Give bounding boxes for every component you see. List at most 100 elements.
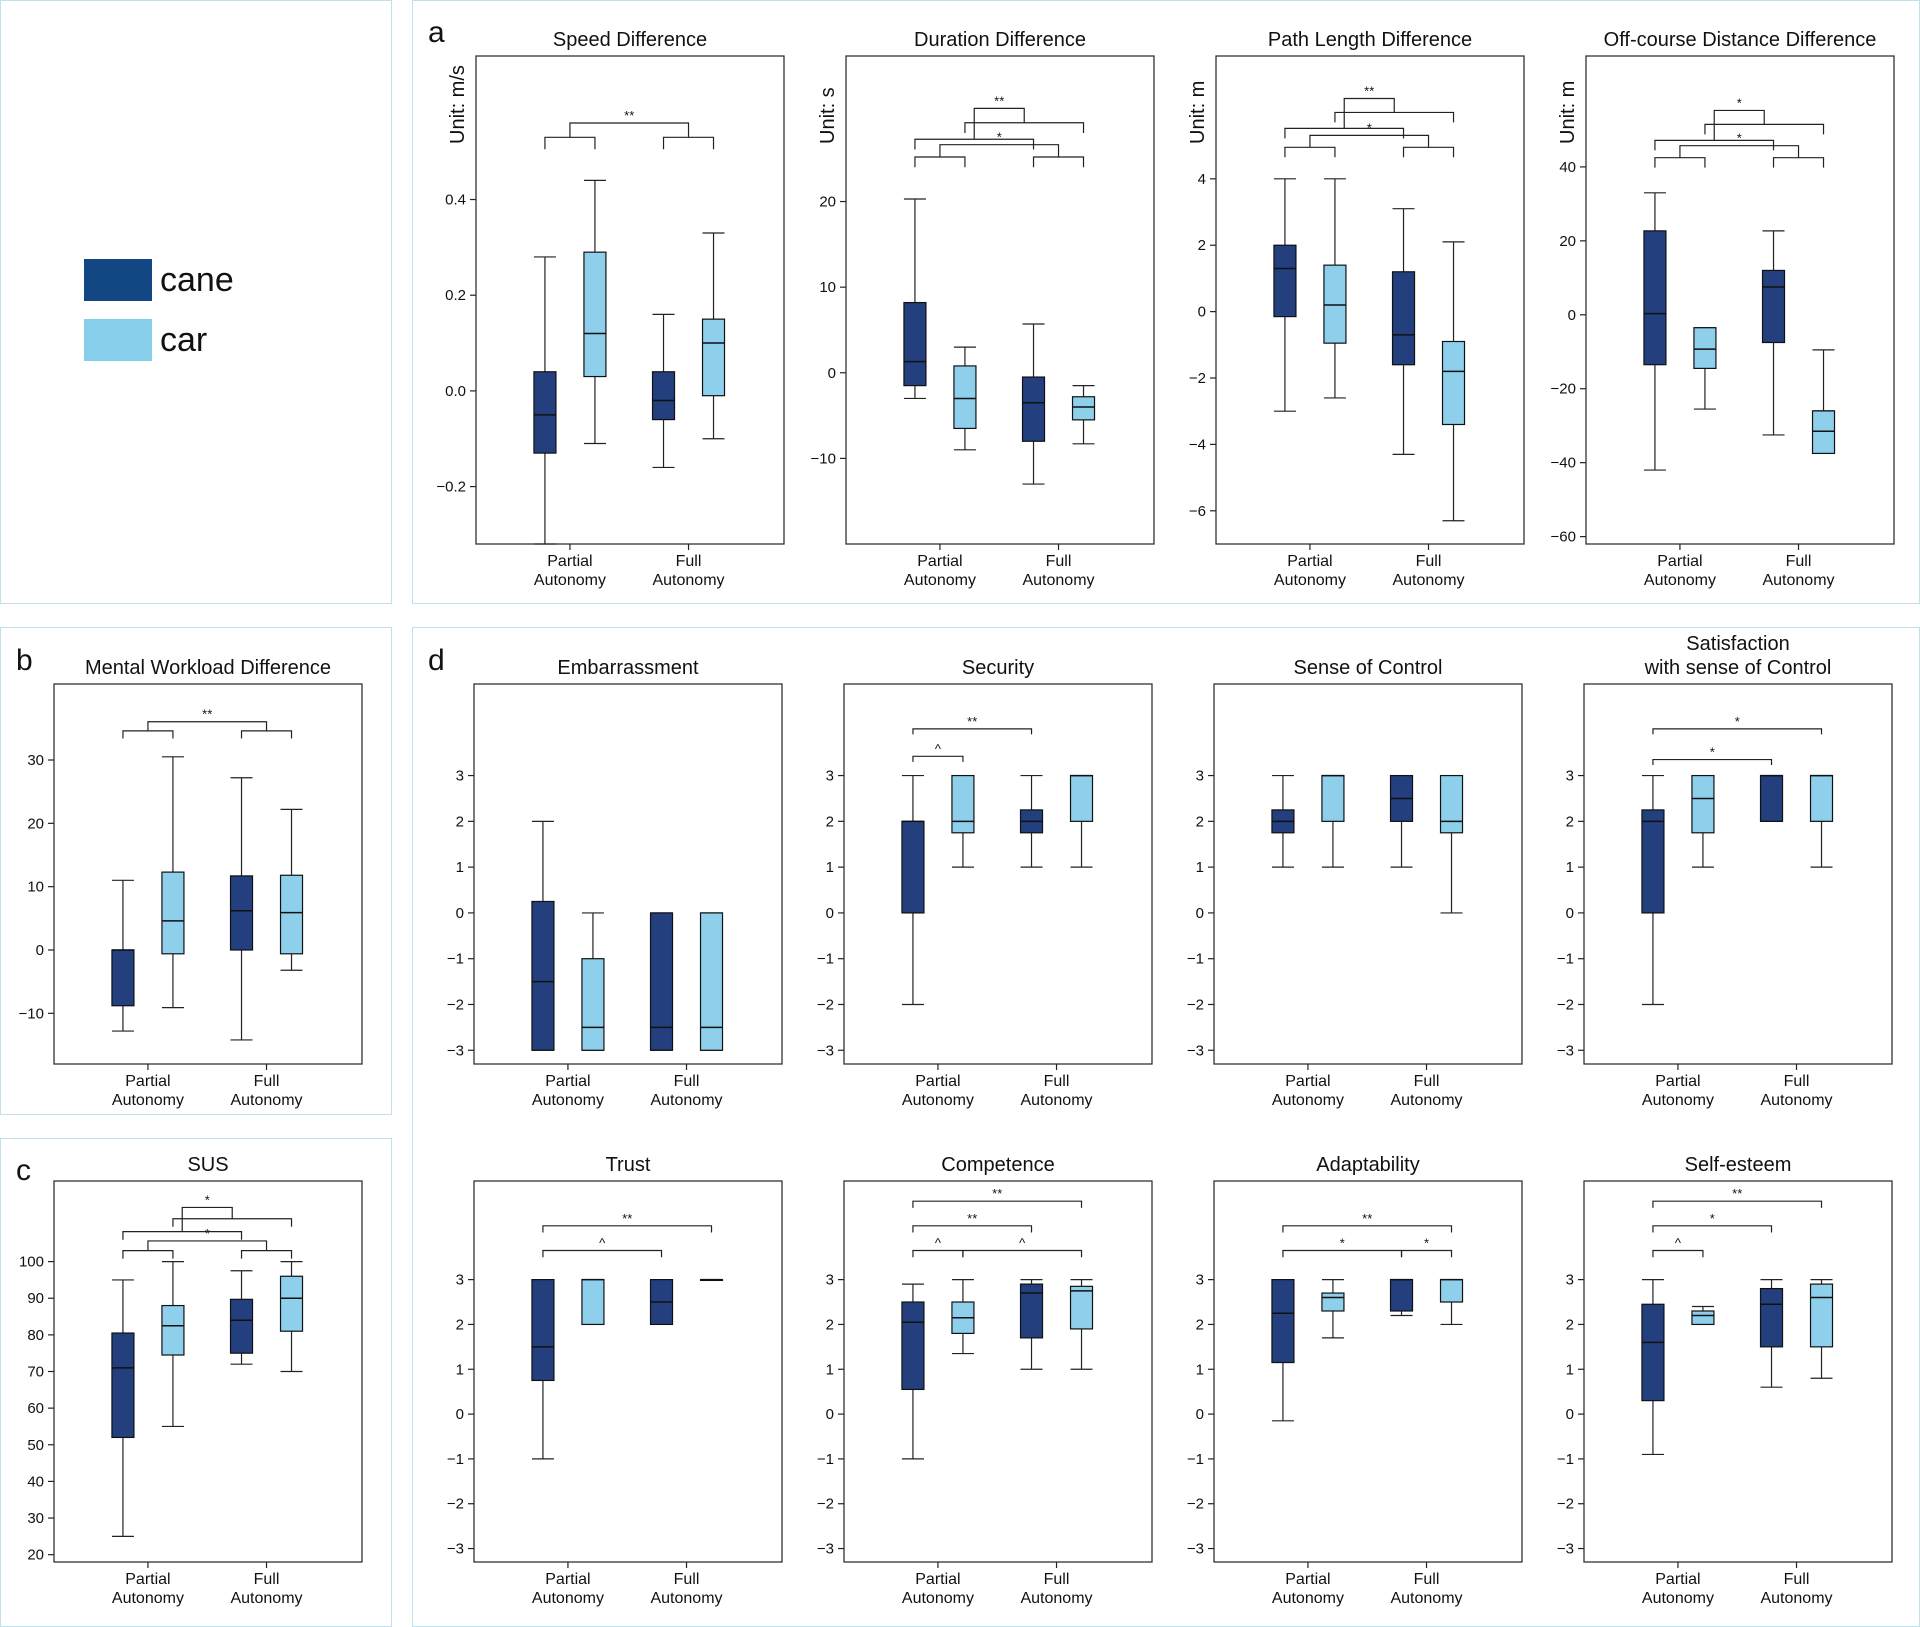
y-tick-label: 20 xyxy=(27,1547,44,1564)
y-tick-label: 4 xyxy=(1198,171,1206,188)
box-iqr xyxy=(1069,1285,1094,1330)
box-cane-partial xyxy=(901,774,925,1006)
box-iqr xyxy=(111,1332,135,1439)
box-car-full xyxy=(699,1278,724,1282)
y-tick-label: −2 xyxy=(817,996,834,1013)
box-iqr xyxy=(1071,396,1096,421)
x-tick-label: Autonomy xyxy=(1020,1092,1092,1109)
box-car-full xyxy=(1809,774,1834,868)
legend-swatch-car xyxy=(84,319,152,361)
y-tick-label: 20 xyxy=(27,815,44,832)
box-car-partial xyxy=(583,179,607,445)
significance-label: * xyxy=(205,1192,210,1207)
significance-bracket xyxy=(542,1249,663,1258)
chart-title: Embarrassment xyxy=(557,657,699,679)
box-iqr xyxy=(1439,774,1464,834)
box-iqr xyxy=(649,912,674,1051)
plot-frame xyxy=(475,55,785,545)
box-cane-full xyxy=(1761,230,1786,436)
group-bracket xyxy=(1654,157,1706,168)
y-tick-label: 20 xyxy=(819,194,836,211)
x-tick-label: Partial xyxy=(1657,553,1702,570)
box-iqr xyxy=(581,958,605,1051)
significance-bracket xyxy=(1652,1225,1773,1233)
box-car-full xyxy=(1069,774,1094,868)
significance-bracket xyxy=(1713,109,1765,141)
box-car-full xyxy=(699,912,724,1051)
plot-frame xyxy=(843,1180,1153,1563)
x-tick-label: Autonomy xyxy=(902,1092,974,1109)
group-bracket xyxy=(1654,139,1775,151)
box-car-partial xyxy=(1321,1279,1345,1339)
box-cane-partial xyxy=(1271,774,1295,868)
box-cane-full xyxy=(1759,774,1784,822)
y-tick-label: 3 xyxy=(1196,768,1204,785)
y-tick-label: 2 xyxy=(1196,813,1204,830)
x-tick-label: Autonomy xyxy=(532,1590,604,1607)
significance-label: ^ xyxy=(1019,1235,1026,1250)
significance-bracket xyxy=(1309,134,1430,148)
box-cane-partial xyxy=(531,1279,555,1460)
y-tick-label: −4 xyxy=(1189,436,1206,453)
x-tick-label: Full xyxy=(1784,1571,1810,1588)
y-tick-label: 0 xyxy=(1566,1406,1574,1423)
x-tick-label: Autonomy xyxy=(532,1092,604,1109)
box-cane-partial xyxy=(533,256,557,545)
box-car-partial xyxy=(1693,327,1717,410)
y-tick-label: 2 xyxy=(456,813,464,830)
box-cane-partial xyxy=(1271,1279,1295,1422)
y-tick-label: 10 xyxy=(819,279,836,296)
y-tick-label: −1 xyxy=(447,951,464,968)
box-cane-full xyxy=(1389,774,1414,868)
y-tick-label: −3 xyxy=(447,1042,464,1059)
y-tick-label: −1 xyxy=(817,951,834,968)
x-tick-label: Partial xyxy=(125,1571,170,1588)
box-iqr xyxy=(531,1279,555,1382)
chart-title: with sense of Control xyxy=(1644,657,1832,679)
box-iqr xyxy=(1021,376,1046,442)
box-iqr xyxy=(1273,244,1297,318)
y-tick-label: 40 xyxy=(27,1473,44,1490)
chart-path: Path Length Difference Unit: m −6 −4 −2 0 2 4 Pa… xyxy=(1187,29,1525,589)
plot-frame xyxy=(473,1180,783,1563)
box-iqr xyxy=(581,1279,605,1326)
box-iqr xyxy=(1323,264,1347,344)
y-tick-label: −3 xyxy=(1187,1042,1204,1059)
x-tick-label: Autonomy xyxy=(652,572,724,589)
box-car-partial xyxy=(1691,774,1715,868)
x-tick-label: Autonomy xyxy=(1390,1092,1462,1109)
y-tick-label: 0 xyxy=(36,942,44,959)
box-cane-full xyxy=(1391,208,1416,455)
y-axis-label: Unit: m xyxy=(1187,81,1209,144)
significance-label: ^ xyxy=(935,741,942,756)
y-tick-label: 3 xyxy=(456,1272,464,1289)
y-tick-label: 30 xyxy=(27,1510,44,1527)
y-tick-label: −3 xyxy=(817,1042,834,1059)
y-tick-label: 0 xyxy=(1566,905,1574,922)
box-iqr xyxy=(161,871,185,955)
legend-item-cane: cane xyxy=(84,250,234,310)
x-tick-label: Full xyxy=(254,1571,280,1588)
x-tick-label: Partial xyxy=(547,553,592,570)
significance-label: * xyxy=(1340,1235,1345,1250)
significance-bracket xyxy=(1652,1249,1704,1258)
y-tick-label: −2 xyxy=(1187,1496,1204,1513)
group-bracket xyxy=(1772,157,1825,168)
significance-label: * xyxy=(997,130,1002,145)
box-car-full xyxy=(1811,349,1836,455)
group-bracket xyxy=(122,1250,174,1259)
y-tick-label: 1 xyxy=(826,1361,834,1378)
y-tick-label: 3 xyxy=(1566,1272,1574,1289)
box-iqr xyxy=(1759,1287,1784,1348)
significance-label: * xyxy=(205,1226,210,1241)
panel-letter: a xyxy=(428,16,445,49)
y-tick-label: −10 xyxy=(19,1005,44,1022)
significance-label: ** xyxy=(967,714,977,729)
y-tick-label: 0 xyxy=(828,365,836,382)
x-tick-label: Autonomy xyxy=(1274,572,1346,589)
box-iqr xyxy=(161,1304,185,1356)
significance-label: ** xyxy=(1732,1186,1742,1201)
box-iqr xyxy=(699,912,724,1051)
y-tick-label: −3 xyxy=(1187,1541,1204,1558)
chart-title: Mental Workload Difference xyxy=(85,657,331,679)
